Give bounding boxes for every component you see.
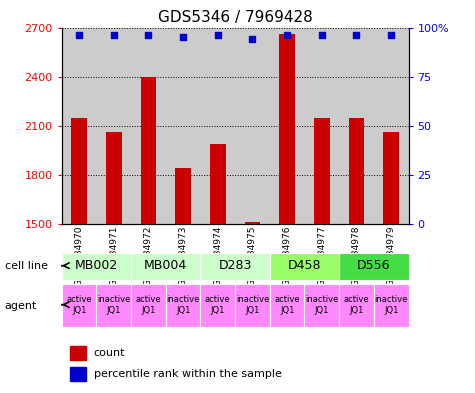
Text: active
JQ1: active JQ1 [275,295,300,315]
Bar [131,284,166,327]
Bar [200,28,235,224]
Bar [131,28,166,224]
Bar [71,118,87,224]
Title: GDS5346 / 7969428: GDS5346 / 7969428 [158,10,313,25]
Point [283,32,291,39]
Point [388,32,395,39]
Text: cell line: cell line [5,261,48,271]
Text: active
JQ1: active JQ1 [344,295,369,315]
Bar [270,28,304,224]
Bar [62,284,96,327]
Bar [270,284,304,327]
Text: inactive
JQ1: inactive JQ1 [166,295,200,315]
Text: D458: D458 [288,259,321,272]
Text: inactive
JQ1: inactive JQ1 [97,295,131,315]
Point [110,32,118,39]
Bar [349,118,364,224]
Bar [96,28,131,224]
Text: inactive
JQ1: inactive JQ1 [236,295,269,315]
Bar [304,28,339,224]
Point [249,36,256,42]
Point [353,32,361,39]
Text: D556: D556 [357,259,390,272]
Bar [62,28,96,224]
Bar [200,284,235,327]
Bar [374,284,408,327]
Text: active
JQ1: active JQ1 [205,295,230,315]
Bar [304,284,339,327]
Point [144,32,152,39]
Text: agent: agent [5,301,37,311]
Bar [200,253,270,279]
Text: percentile rank within the sample: percentile rank within the sample [94,369,282,379]
Bar [166,284,200,327]
Bar [235,28,270,224]
Text: active
JQ1: active JQ1 [136,295,161,315]
Bar [175,168,191,224]
Text: inactive
JQ1: inactive JQ1 [305,295,339,315]
Bar [166,28,200,224]
Bar [62,253,131,279]
Bar [210,144,226,224]
Bar [383,132,399,224]
Point [75,32,83,39]
Bar [70,367,86,381]
Text: MB004: MB004 [144,259,188,272]
Bar [141,77,156,224]
Bar [131,253,200,279]
Bar [374,28,408,224]
Bar [70,346,86,360]
Text: active
JQ1: active JQ1 [66,295,92,315]
Bar [235,284,270,327]
Bar [270,253,339,279]
Text: D283: D283 [218,259,252,272]
Bar [96,284,131,327]
Text: inactive
JQ1: inactive JQ1 [374,295,408,315]
Point [180,34,187,40]
Bar [339,28,374,224]
Point [214,32,221,39]
Point [318,32,326,39]
Bar [279,34,295,224]
Bar [314,118,330,224]
Bar [245,222,260,224]
Bar [339,284,374,327]
Bar [339,253,408,279]
Bar [106,132,122,224]
Text: count: count [94,348,125,358]
Text: MB002: MB002 [75,259,118,272]
